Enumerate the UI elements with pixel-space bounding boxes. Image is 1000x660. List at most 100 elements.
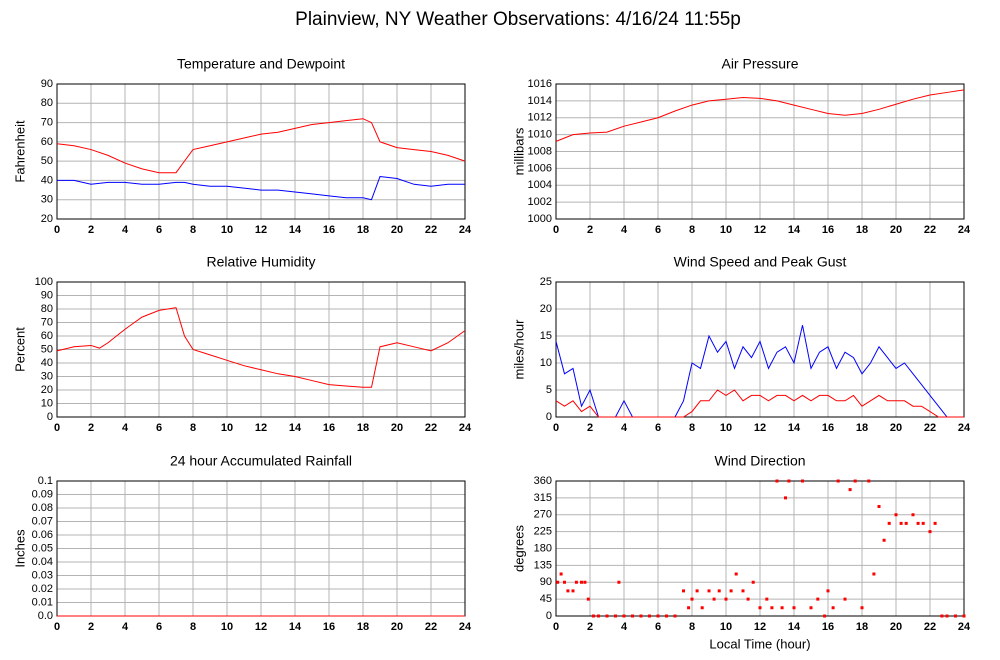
y-tick-label: 10 [41, 397, 53, 409]
point [887, 521, 891, 525]
x-tick-label: 22 [924, 422, 936, 434]
x-axis-label: Local Time (hour) [709, 636, 810, 651]
x-tick-label: 24 [958, 621, 971, 633]
x-tick-label: 16 [323, 621, 335, 633]
y-tick-label: 80 [41, 303, 53, 315]
y-tick-label: 180 [534, 542, 552, 554]
point [639, 614, 643, 618]
y-tick-label: 100 [35, 276, 53, 288]
point [751, 580, 755, 584]
point [765, 597, 769, 601]
point [945, 614, 949, 618]
point [894, 513, 898, 517]
y-tick-label: 1014 [528, 95, 552, 107]
x-tick-label: 14 [788, 621, 801, 633]
x-tick-label: 14 [788, 224, 801, 236]
y-axis-label: miles/hour [511, 319, 526, 380]
y-tick-label: 30 [41, 370, 53, 382]
y-tick-label: 1004 [528, 179, 552, 191]
y-tick-label: 360 [534, 475, 552, 487]
y-tick-label: 20 [41, 384, 53, 396]
point [665, 614, 668, 618]
x-tick-label: 8 [190, 621, 196, 633]
y-tick-label: 1002 [528, 196, 552, 208]
point [775, 479, 779, 483]
y-tick-label: 1006 [528, 162, 552, 174]
point [962, 614, 966, 618]
y-tick-label: 0.04 [32, 556, 53, 568]
point [872, 572, 876, 576]
point [877, 505, 881, 508]
point [836, 479, 840, 483]
x-tick-label: 24 [958, 224, 971, 236]
y-tick-label: 0 [47, 411, 53, 423]
y-axis-label: millibars [511, 127, 526, 175]
plot-frame [56, 83, 466, 220]
plot-frame [555, 480, 965, 617]
point [911, 513, 915, 517]
x-tick-label: 12 [754, 422, 766, 434]
x-tick-label: 6 [156, 621, 162, 633]
point [571, 589, 575, 593]
y-axis-label: Percent [12, 327, 27, 372]
series-line [56, 307, 466, 388]
x-tick-label: 24 [459, 422, 472, 434]
y-tick-label: 315 [534, 492, 552, 504]
point [933, 521, 937, 525]
x-tick-label: 2 [587, 621, 593, 633]
point [867, 479, 871, 483]
point [563, 580, 566, 584]
x-tick-label: 20 [890, 224, 902, 236]
x-tick-label: 8 [689, 621, 695, 633]
x-tick-label: 20 [890, 621, 902, 633]
y-tick-label: 30 [41, 194, 53, 206]
x-tick-label: 0 [553, 621, 559, 633]
point [770, 606, 774, 610]
x-tick-label: 4 [621, 224, 628, 236]
x-tick-label: 4 [621, 422, 628, 434]
point [724, 597, 728, 601]
series-line [555, 89, 965, 142]
x-tick-label: 22 [924, 224, 936, 236]
y-tick-label: 1012 [528, 112, 552, 124]
x-tick-label: 24 [459, 621, 472, 633]
x-tick-label: 16 [822, 422, 834, 434]
x-tick-label: 22 [924, 621, 936, 633]
chart-title: Wind Direction [714, 453, 805, 469]
point [566, 589, 570, 593]
point [687, 606, 691, 610]
x-tick-label: 6 [156, 422, 162, 434]
x-tick-label: 20 [391, 621, 403, 633]
series-line [555, 389, 964, 418]
point [899, 521, 903, 525]
x-tick-label: 0 [54, 224, 60, 236]
point [741, 589, 745, 593]
point [792, 606, 796, 610]
y-tick-label: 5 [546, 384, 552, 396]
y-tick-label: 0.05 [32, 542, 53, 554]
point [712, 597, 716, 601]
x-tick-label: 4 [122, 224, 129, 236]
x-tick-label: 10 [720, 422, 732, 434]
x-tick-label: 2 [587, 224, 593, 236]
point [831, 606, 835, 610]
y-tick-label: 20 [41, 213, 53, 225]
x-tick-label: 10 [720, 224, 732, 236]
point [921, 521, 925, 525]
point [586, 597, 590, 601]
series-line [56, 118, 466, 174]
point [848, 488, 852, 492]
chart-title: Temperature and Dewpoint [177, 56, 345, 72]
x-tick-label: 20 [391, 422, 403, 434]
x-tick-label: 4 [621, 621, 628, 633]
x-tick-label: 0 [54, 621, 60, 633]
x-tick-label: 22 [425, 224, 437, 236]
y-tick-label: 0.02 [32, 583, 53, 595]
x-tick-label: 10 [221, 621, 233, 633]
x-tick-label: 18 [357, 621, 369, 633]
point [758, 606, 762, 610]
point [690, 597, 694, 601]
x-tick-label: 18 [856, 224, 868, 236]
x-tick-label: 16 [822, 224, 834, 236]
point [904, 521, 908, 525]
